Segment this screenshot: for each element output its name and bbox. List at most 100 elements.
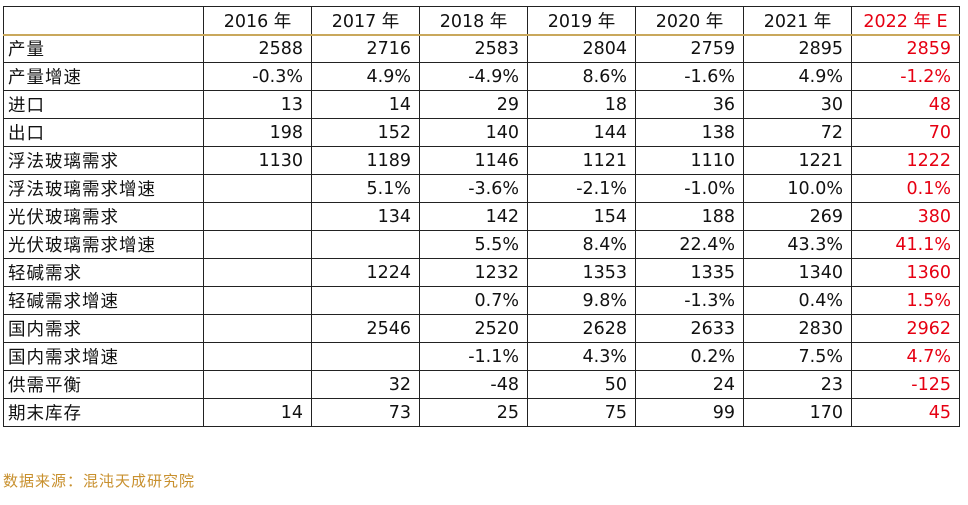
table-cell: 10.0% <box>743 174 852 203</box>
table-cell: 4.9% <box>743 62 852 91</box>
column-header: 2016 年 <box>203 6 312 35</box>
column-header: 2019 年 <box>527 6 636 35</box>
table-cell: 36 <box>635 90 744 119</box>
table-cell: 72 <box>743 118 852 147</box>
table-cell: 2895 <box>743 34 852 63</box>
table-cell: 1110 <box>635 146 744 175</box>
table-cell <box>203 370 312 399</box>
table-cell <box>203 230 312 259</box>
table-cell: 5.1% <box>311 174 420 203</box>
table-cell <box>203 258 312 287</box>
row-label: 产量 <box>3 34 204 63</box>
table-cell: 32 <box>311 370 420 399</box>
table-cell: 1353 <box>527 258 636 287</box>
table-row: 供需平衡 32 -48 50 24 23 -125 <box>3 370 960 399</box>
table-cell: -1.2% <box>851 62 960 91</box>
source-note: 数据来源：混沌天成研究院 <box>3 472 196 490</box>
table-cell: 0.2% <box>635 342 744 371</box>
table-row: 轻碱需求 1224 1232 1353 1335 1340 1360 <box>3 258 960 287</box>
table-cell: 5.5% <box>419 230 528 259</box>
table-cell: 142 <box>419 202 528 231</box>
table-cell: 2546 <box>311 314 420 343</box>
table-cell <box>203 314 312 343</box>
column-header: 2020 年 <box>635 6 744 35</box>
table-cell: 18 <box>527 90 636 119</box>
table-cell: 144 <box>527 118 636 147</box>
table-cell: 1360 <box>851 258 960 287</box>
table-cell: 1222 <box>851 146 960 175</box>
table-cell: -0.3% <box>203 62 312 91</box>
row-label: 轻碱需求增速 <box>3 286 204 315</box>
table-row: 出口 198 152 140 144 138 72 70 <box>3 118 960 147</box>
table-cell <box>203 174 312 203</box>
table-cell: 1189 <box>311 146 420 175</box>
row-label: 期末库存 <box>3 398 204 427</box>
table-row: 光伏玻璃需求 134 142 154 188 269 380 <box>3 202 960 231</box>
table-cell: 0.1% <box>851 174 960 203</box>
table-row: 轻碱需求增速 0.7% 9.8% -1.3% 0.4% 1.5% <box>3 286 960 315</box>
table-cell: 0.7% <box>419 286 528 315</box>
header-corner-cell <box>3 6 204 35</box>
table-cell: 70 <box>851 118 960 147</box>
table-cell: 134 <box>311 202 420 231</box>
table-cell: 73 <box>311 398 420 427</box>
table-cell: -4.9% <box>419 62 528 91</box>
table-cell: -48 <box>419 370 528 399</box>
table-cell: 2716 <box>311 34 420 63</box>
table-cell: 1335 <box>635 258 744 287</box>
table-cell: 75 <box>527 398 636 427</box>
row-label: 出口 <box>3 118 204 147</box>
table-cell: 43.3% <box>743 230 852 259</box>
table-cell: 25 <box>419 398 528 427</box>
data-table: 2016 年 2017 年 2018 年 2019 年 2020 年 2021 年 2022… <box>3 6 960 427</box>
table-cell: 380 <box>851 202 960 231</box>
table-row: 进口 13 14 29 18 36 30 48 <box>3 90 960 119</box>
table-cell: 4.3% <box>527 342 636 371</box>
table-cell: 2859 <box>851 34 960 63</box>
table-cell: 2830 <box>743 314 852 343</box>
table-cell: 8.6% <box>527 62 636 91</box>
table-row: 浮法玻璃需求增速 5.1% -3.6% -2.1% -1.0% 10.0% 0.1% <box>3 174 960 203</box>
table-cell: 1130 <box>203 146 312 175</box>
table-cell: 140 <box>419 118 528 147</box>
table-cell: -1.1% <box>419 342 528 371</box>
table-cell: -1.3% <box>635 286 744 315</box>
table-cell: 269 <box>743 202 852 231</box>
row-label: 进口 <box>3 90 204 119</box>
row-label: 光伏玻璃需求 <box>3 202 204 231</box>
table-cell: -3.6% <box>419 174 528 203</box>
column-header: 2017 年 <box>311 6 420 35</box>
table-cell: 188 <box>635 202 744 231</box>
table-cell <box>311 342 420 371</box>
table-cell: 50 <box>527 370 636 399</box>
table-cell: 2633 <box>635 314 744 343</box>
table-row: 产量 2588 2716 2583 2804 2759 2895 2859 <box>3 34 960 63</box>
table-cell <box>203 342 312 371</box>
table-cell: 9.8% <box>527 286 636 315</box>
row-label: 国内需求增速 <box>3 342 204 371</box>
table-cell: 1146 <box>419 146 528 175</box>
table-body: 产量 2588 2716 2583 2804 2759 2895 2859 产量增速 -0.3% 4… <box>3 34 960 427</box>
table-header-row: 2016 年 2017 年 2018 年 2019 年 2020 年 2021 年 2022… <box>3 6 960 35</box>
table-cell <box>311 230 420 259</box>
table-cell: 1121 <box>527 146 636 175</box>
table-cell: 45 <box>851 398 960 427</box>
table-cell: 1232 <box>419 258 528 287</box>
table-cell: -2.1% <box>527 174 636 203</box>
table-cell: 138 <box>635 118 744 147</box>
table-cell: 24 <box>635 370 744 399</box>
table-cell <box>311 286 420 315</box>
table-cell: 8.4% <box>527 230 636 259</box>
table-cell: 4.7% <box>851 342 960 371</box>
table-cell: 99 <box>635 398 744 427</box>
column-header: 2022 年 E <box>851 6 960 35</box>
row-label: 浮法玻璃需求增速 <box>3 174 204 203</box>
table-cell: 2759 <box>635 34 744 63</box>
row-label: 供需平衡 <box>3 370 204 399</box>
table-cell: 170 <box>743 398 852 427</box>
table-cell: 198 <box>203 118 312 147</box>
table-cell: 2588 <box>203 34 312 63</box>
row-label: 浮法玻璃需求 <box>3 146 204 175</box>
table-cell: 22.4% <box>635 230 744 259</box>
table-cell: 1340 <box>743 258 852 287</box>
